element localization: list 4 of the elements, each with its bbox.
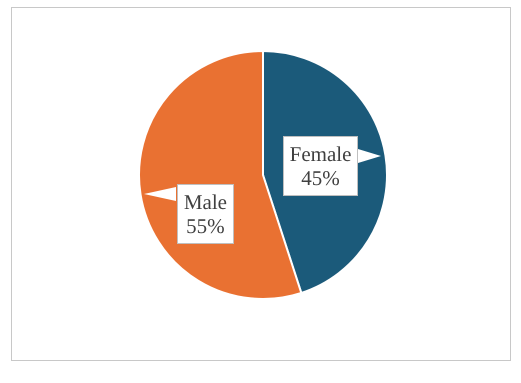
- slice-label: Female: [288, 142, 352, 166]
- data-label: 45%: [300, 166, 341, 190]
- data-label: 55%: [185, 214, 226, 238]
- slice-label: Male: [182, 190, 228, 214]
